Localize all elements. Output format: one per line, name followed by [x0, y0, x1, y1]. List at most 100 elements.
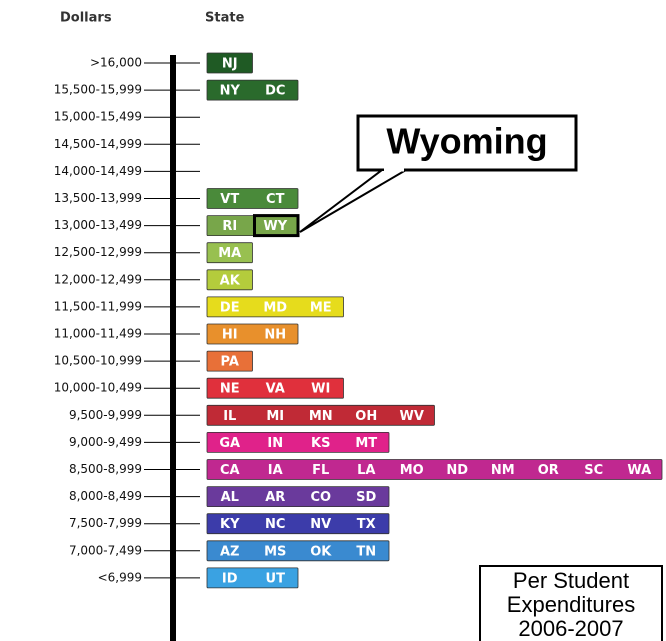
state-box [206, 404, 435, 426]
state-code: CO [310, 490, 331, 505]
highlight [253, 214, 300, 238]
state-box [206, 459, 663, 480]
state-code: MD [263, 300, 287, 315]
state-code: RI [222, 219, 237, 234]
state-code: UT [266, 571, 286, 586]
state-code: NE [220, 382, 240, 397]
state-code: OH [355, 409, 377, 424]
state-code: MO [400, 463, 424, 478]
state-code: WY [263, 219, 287, 234]
state-code: HI [222, 328, 238, 343]
range-label: 11,500-11,999 [54, 299, 142, 313]
range-label: >16,000 [90, 56, 142, 70]
callout-pointer [299, 169, 410, 233]
state-code: ME [310, 300, 332, 315]
range-label: 9,000-9,499 [69, 435, 142, 449]
range-label: 8,500-8,999 [69, 462, 142, 476]
state-code: TN [356, 544, 376, 559]
state-code: WI [311, 382, 330, 397]
state-code: TX [357, 517, 376, 532]
state-box [206, 350, 253, 372]
range-label: 13,500-13,999 [54, 191, 142, 205]
state-box [206, 431, 390, 453]
state-code: KS [311, 436, 330, 451]
state-code: DC [265, 84, 285, 99]
state-header: State [205, 11, 245, 26]
range-label: 9,500-9,999 [69, 408, 142, 422]
state-code: LA [357, 463, 375, 478]
state-box [206, 513, 390, 535]
state-box [206, 377, 344, 399]
state-code: WV [400, 409, 424, 424]
range-label: 15,000-15,499 [54, 110, 142, 124]
state-code: WA [627, 463, 651, 478]
state-code: AZ [220, 544, 240, 559]
state-code: NJ [222, 57, 238, 72]
state-code: GA [219, 436, 240, 451]
state-code: VA [266, 382, 285, 397]
state-code: DE [220, 300, 240, 315]
range-label: 11,000-11,499 [54, 327, 142, 341]
range-label: 15,500-15,999 [54, 83, 142, 97]
range-label: 7,000-7,499 [69, 543, 142, 557]
state-code: SC [584, 463, 603, 478]
note-line: Per Student [513, 568, 629, 593]
state-box [206, 242, 253, 264]
state-code: OK [310, 544, 332, 559]
note-box [479, 565, 663, 641]
state-code: CT [266, 192, 285, 207]
range-label: 10,500-10,999 [54, 354, 142, 368]
state-code: VT [220, 192, 239, 207]
state-box [206, 188, 299, 209]
range-label: 13,000-13,499 [54, 218, 142, 232]
state-code: AL [221, 490, 239, 505]
callout-box [356, 114, 578, 172]
state-box [206, 79, 299, 101]
state-code: MI [266, 409, 284, 424]
range-label: 14,000-14,499 [54, 164, 142, 178]
state-code: FL [312, 463, 329, 478]
state-code: NH [264, 328, 286, 343]
state-box [206, 540, 390, 562]
state-code: MT [355, 436, 377, 451]
state-code: NY [220, 84, 241, 99]
range-label: 8,000-8,499 [69, 489, 142, 503]
note-line: Expenditures [507, 592, 635, 617]
state-code: NC [265, 517, 285, 532]
state-code: MA [218, 246, 241, 261]
callout-text: Wyoming [386, 121, 547, 162]
state-box [206, 486, 390, 508]
state-box [206, 269, 253, 291]
state-box [206, 323, 299, 345]
range-label: <6,999 [98, 570, 142, 584]
state-code: SD [356, 490, 376, 505]
state-code: MN [309, 409, 333, 424]
note-line: 2006-2007 [518, 616, 623, 641]
state-code: IN [267, 436, 283, 451]
state-box [206, 567, 299, 589]
state-code: NM [491, 463, 515, 478]
state-box [206, 52, 253, 74]
state-code: CA [220, 463, 240, 478]
range-label: 7,500-7,999 [69, 516, 142, 530]
state-code: KY [220, 517, 240, 532]
state-code: MS [264, 544, 286, 559]
state-box [206, 296, 344, 318]
range-label: 10,000-10,499 [54, 381, 142, 395]
axis-bar [170, 55, 176, 641]
state-code: AK [220, 273, 241, 288]
state-code: ND [446, 463, 468, 478]
dollars-header: Dollars [60, 11, 112, 26]
range-label: 14,500-14,999 [54, 137, 142, 151]
state-code: OR [538, 463, 559, 478]
state-code: ID [222, 571, 238, 586]
range-label: 12,000-12,499 [54, 272, 142, 286]
state-code: IL [223, 409, 236, 424]
state-code: AR [265, 490, 285, 505]
state-code: NV [310, 517, 331, 532]
state-code: IA [268, 463, 283, 478]
range-label: 12,500-12,999 [54, 245, 142, 259]
state-code: PA [221, 355, 239, 370]
